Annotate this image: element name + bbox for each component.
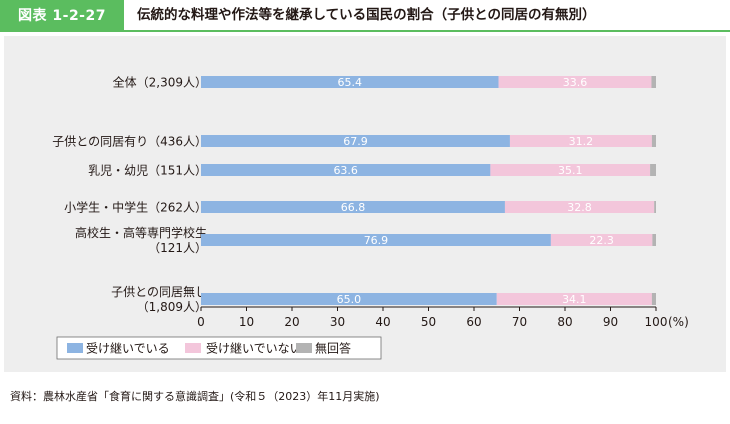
x-axis-unit: (%) xyxy=(668,315,689,329)
x-tick-label: 50 xyxy=(421,315,436,329)
data-label: 32.8 xyxy=(567,201,592,214)
chart-panel: 全体（2,309人） 子供との同居有り（436人） 乳児・幼児（151人） 小学生・中… xyxy=(4,36,726,372)
data-label: 67.9 xyxy=(343,135,368,148)
category-label: 高校生・高等専門学校生 xyxy=(75,225,207,240)
x-tick-label: 60 xyxy=(466,315,481,329)
category-label: 小学生・中学生（262人） xyxy=(64,200,207,215)
data-label: 31.2 xyxy=(569,135,594,148)
bar-segment-not-inherit xyxy=(509,135,652,147)
legend-label: 無回答 xyxy=(315,341,351,356)
x-tick-label: 0 xyxy=(197,315,205,329)
x-tick-label: 30 xyxy=(330,315,345,329)
legend-swatch xyxy=(185,343,201,353)
stacked-bar-chart: 全体（2,309人） 子供との同居有り（436人） 乳児・幼児（151人） 小学生・中… xyxy=(52,75,689,360)
source-note: 資料：農林水産省「食育に関する意識調査」(令和５（2023）年11月実施) xyxy=(10,390,380,403)
data-label: 66.8 xyxy=(341,201,366,214)
category-label: （1,809人） xyxy=(137,300,207,314)
bar-segment-not-inherit xyxy=(504,201,655,213)
bar-segment-no-answer xyxy=(651,293,656,305)
header-divider xyxy=(0,30,730,32)
data-label: 34.1 xyxy=(562,293,587,306)
data-label: 65.0 xyxy=(337,293,362,306)
bar-segment-no-answer xyxy=(654,201,656,213)
x-tick-label: 80 xyxy=(557,315,572,329)
figure-title: 伝統的な料理や作法等を継承している国民の割合（子供との同居の有無別） xyxy=(137,7,596,23)
bar-segment-no-answer xyxy=(652,234,656,246)
x-tick-label: 20 xyxy=(284,315,299,329)
figure-header: 図表 1-2-27 伝統的な料理や作法等を継承している国民の割合（子供との同居の… xyxy=(0,0,730,32)
x-tick-label: 100 xyxy=(645,315,668,329)
bar-segment-not-inherit xyxy=(498,76,652,88)
bar-segment-inherit xyxy=(201,293,497,305)
data-label: 22.3 xyxy=(589,234,614,247)
category-label: 全体（2,309人） xyxy=(113,75,207,90)
bar-segment-no-answer xyxy=(650,164,656,176)
legend-label: 受け継いでいる xyxy=(86,341,170,356)
data-label: 35.1 xyxy=(558,164,583,177)
bar-segment-no-answer xyxy=(651,135,656,147)
bar-segment-not-inherit xyxy=(496,293,652,305)
legend xyxy=(56,336,382,360)
data-label: 76.9 xyxy=(364,234,389,247)
legend-label: 受け継いでいない xyxy=(206,341,302,356)
data-label: 65.4 xyxy=(338,76,363,89)
bar-segment-inherit xyxy=(201,76,499,88)
bar-segment-inherit xyxy=(201,135,510,147)
bar-segment-no-answer xyxy=(651,76,656,88)
figure-number-badge: 図表 1-2-27 xyxy=(0,0,124,30)
legend-swatch xyxy=(296,343,312,353)
bar-segment-inherit xyxy=(201,164,491,176)
bar-segment-not-inherit xyxy=(490,164,651,176)
category-label: 子供との同居有り（436人） xyxy=(52,135,207,149)
category-label: 子供との同居無し xyxy=(111,284,207,299)
bar-segment-inherit xyxy=(201,201,505,213)
category-label: 乳児・幼児（151人） xyxy=(88,164,207,178)
data-label: 63.6 xyxy=(333,164,358,177)
category-label: （121人） xyxy=(148,241,207,255)
data-label: 33.6 xyxy=(563,76,588,89)
x-tick-label: 70 xyxy=(512,315,527,329)
x-tick-label: 10 xyxy=(239,315,254,329)
bar-segment-inherit xyxy=(201,234,551,246)
x-tick-label: 40 xyxy=(375,315,390,329)
legend-swatch xyxy=(67,343,83,353)
x-tick-label: 90 xyxy=(603,315,618,329)
bar-segment-not-inherit xyxy=(550,234,653,246)
